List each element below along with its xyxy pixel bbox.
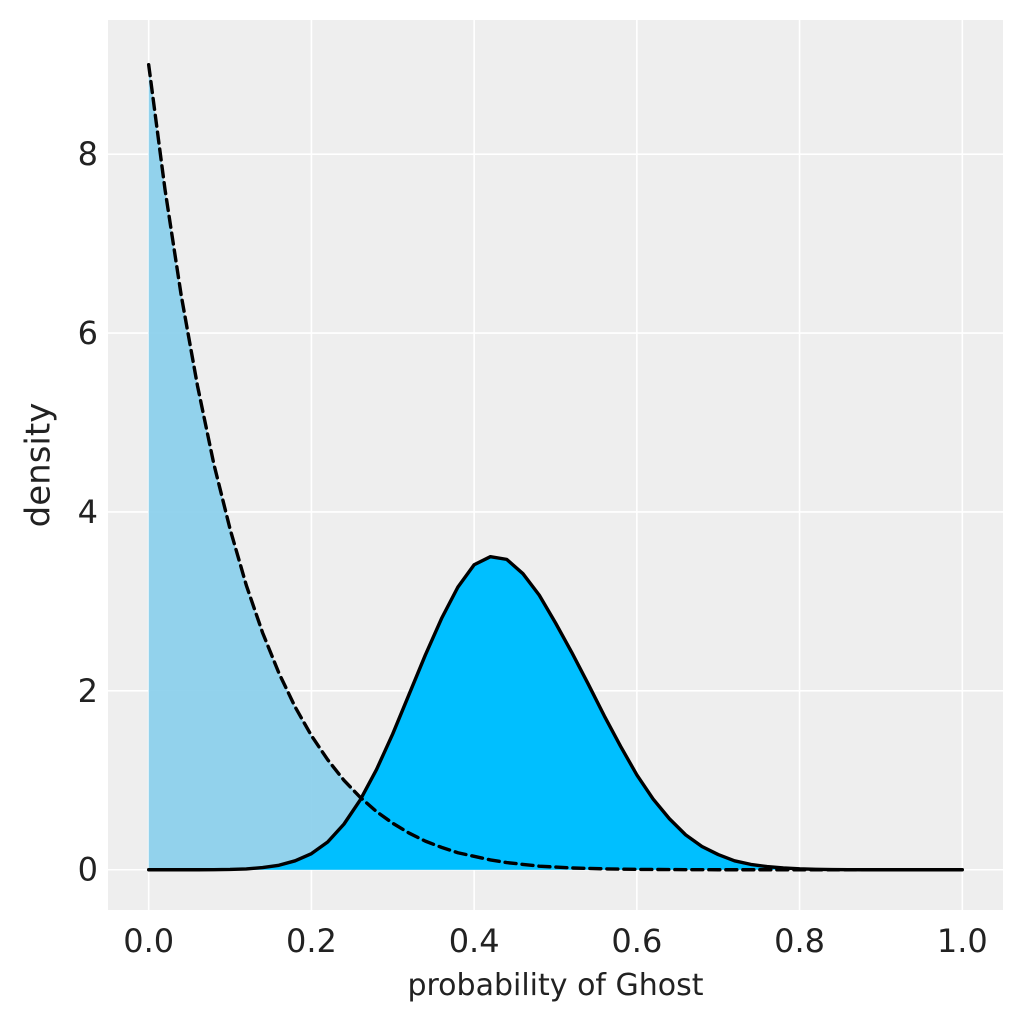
x-axis-label: probability of Ghost bbox=[407, 968, 703, 1003]
series-fills bbox=[148, 64, 963, 870]
series-layer bbox=[146, 63, 965, 872]
series-2-area bbox=[148, 556, 963, 870]
y-tick-label: 6 bbox=[78, 314, 98, 352]
y-tick-label: 8 bbox=[78, 135, 98, 173]
y-tick-label: 0 bbox=[78, 851, 98, 889]
y-tick-label: 4 bbox=[78, 493, 98, 531]
x-tick-label: 0.4 bbox=[449, 922, 500, 960]
x-tick-label: 1.0 bbox=[937, 922, 988, 960]
x-tick-label: 0.0 bbox=[123, 922, 174, 960]
x-tick-label: 0.2 bbox=[286, 922, 337, 960]
x-tick-label: 0.6 bbox=[611, 922, 662, 960]
y-tick-label: 2 bbox=[78, 672, 98, 710]
series-1-area bbox=[148, 64, 963, 870]
y-axis-label: density bbox=[19, 403, 59, 528]
series-lines bbox=[146, 63, 965, 872]
x-tick-label: 0.8 bbox=[774, 922, 825, 960]
tick-labels: 0.0 0.2 0.4 0.6 0.8 1.0 0 2 4 6 8 bbox=[78, 135, 988, 960]
series-2-line bbox=[146, 554, 965, 872]
